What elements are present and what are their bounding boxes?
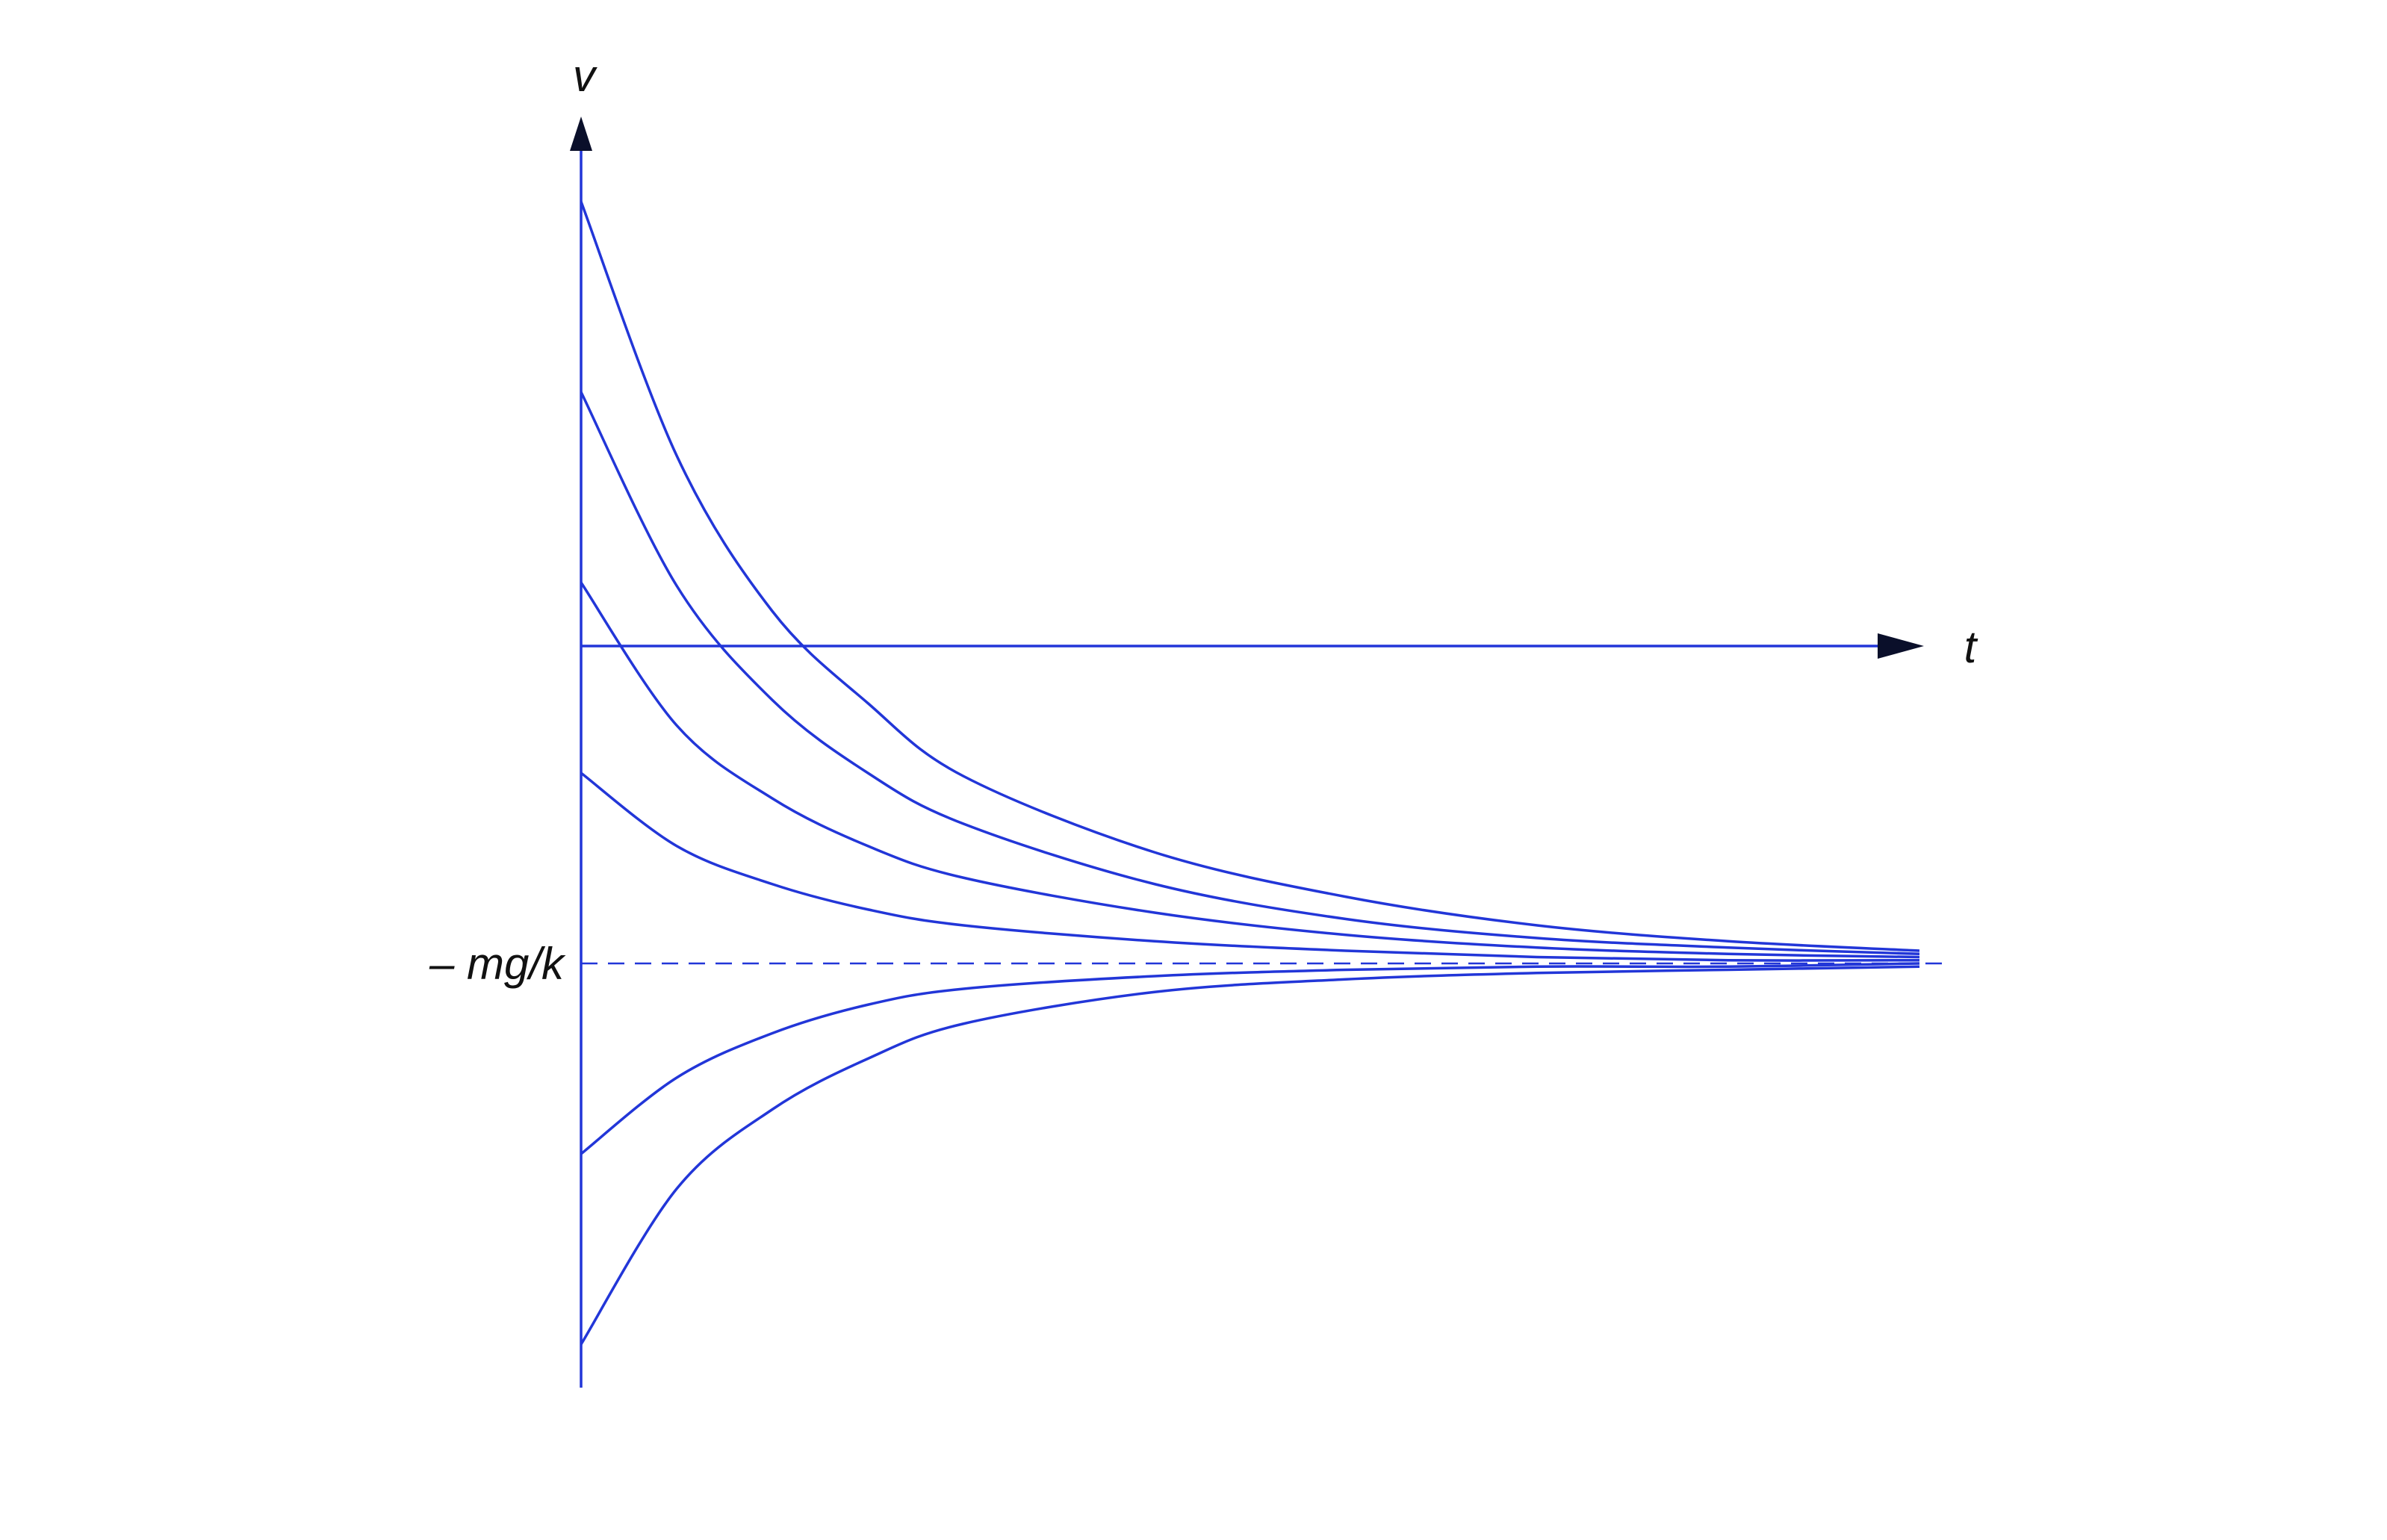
solution-curves: [580, 201, 1920, 1345]
solution-curve-4: [580, 771, 1920, 962]
solution-curve-5: [580, 962, 1920, 1155]
solution-curve-2: [580, 391, 1920, 955]
terminal-velocity-label: – mg/k: [429, 939, 566, 989]
solution-curve-6: [580, 965, 1920, 1345]
v-axis-arrowhead: [570, 117, 592, 151]
t-axis-label: t: [1964, 622, 1978, 672]
v-axis-label: v: [573, 51, 597, 101]
solution-curve-1: [580, 201, 1920, 952]
t-axis-arrowhead: [1878, 633, 1924, 659]
solution-curve-3: [580, 582, 1920, 959]
